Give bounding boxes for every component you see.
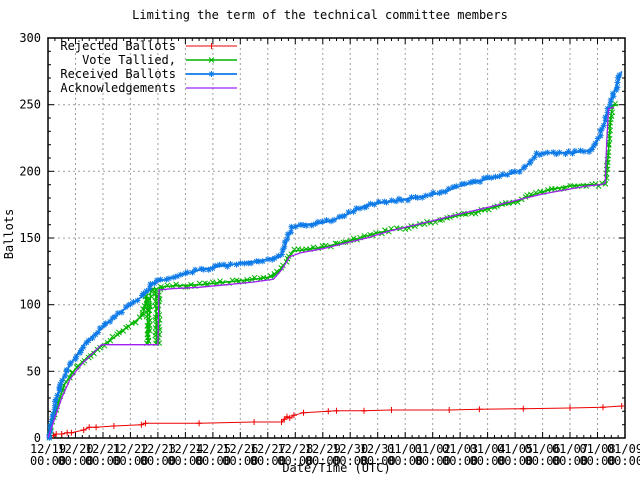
x-tick-label-date: 12/24 [167,442,203,456]
series-acknowledgements [47,106,615,439]
x-tick-label-date: 01/08 [579,442,615,456]
series-vote-tallied [46,100,619,441]
x-tick-label-time: 00:00 [470,454,506,468]
x-tick-label-date: 12/26 [222,442,258,456]
x-tick-label-time: 00:00 [112,454,148,468]
x-tick-label-date: 12/21 [85,442,121,456]
x-tick-label-date: 12/29 [305,442,341,456]
x-tick-label-time: 00:00 [552,454,588,468]
x-tick-label-time: 00:00 [442,454,478,468]
x-tick-label-time: 00:00 [167,454,203,468]
x-tick-label-time: 00:00 [57,454,93,468]
y-tick-label: 100 [19,298,41,312]
gridlines [48,38,625,438]
y-tick-label: 0 [34,431,41,445]
axis-ticks [47,37,626,439]
x-tick-label-date: 01/07 [552,442,588,456]
x-tick-label-time: 00:00 [360,454,396,468]
x-tick-label-date: 01/06 [525,442,561,456]
axis-tick-labels: 05010015020025030012/1900:0012/2000:0012… [19,31,640,468]
x-tick-label-time: 00:00 [415,454,451,468]
legend-entry-received-ballots: Received Ballots [60,67,237,81]
legend-entry-vote-tallied: Vote Tallied, [82,53,237,67]
y-tick-label: 250 [19,98,41,112]
x-tick-label-time: 00:00 [579,454,615,468]
x-tick-label-date: 01/02 [415,442,451,456]
x-tick-label-date: 12/27 [250,442,286,456]
cross-marker-icon [208,57,215,63]
x-axis-title: Date/Time (UTC) [282,461,391,475]
x-tick-label-time: 00:00 [140,454,176,468]
x-tick-label-date: 12/22 [112,442,148,456]
x-tick-label-date: 12/23 [140,442,176,456]
x-tick-label-time: 00:00 [332,454,368,468]
x-tick-label-time: 00:00 [30,454,66,468]
legend-label: Acknowledgements [60,81,176,95]
x-tick-label-time: 00:00 [250,454,286,468]
star-marker-icon [208,71,215,77]
legend-label: Vote Tallied, [82,53,176,67]
y-tick-label: 300 [19,31,41,45]
legend-entry-acknowledgements: Acknowledgements [60,81,237,95]
x-tick-label-time: 00:00 [607,454,640,468]
x-tick-label-date: 01/05 [497,442,533,456]
x-tick-label-time: 00:00 [387,454,423,468]
x-tick-label-time: 00:00 [85,454,121,468]
y-tick-label: 200 [19,164,41,178]
x-tick-label-date: 12/28 [277,442,313,456]
x-tick-label-time: 00:00 [497,454,533,468]
x-tick-label-date: 12/30 [332,442,368,456]
x-tick-label-date: 12/25 [195,442,231,456]
x-tick-label-time: 00:00 [277,454,313,468]
x-tick-label-time: 00:00 [525,454,561,468]
x-tick-label-date: 01/01 [387,442,423,456]
x-tick-label-date: 01/04 [470,442,506,456]
series-received-ballots [46,70,623,441]
chart-title: Limiting the term of the technical commi… [132,8,508,22]
plus-marker-icon [208,43,215,49]
x-tick-label-date: 01/03 [442,442,478,456]
y-tick-label: 150 [19,231,41,245]
legend-entry-rejected-ballots: Rejected Ballots [60,39,237,53]
legend-label: Rejected Ballots [60,39,176,53]
x-tick-label-time: 00:00 [222,454,258,468]
x-tick-label-time: 00:00 [305,454,341,468]
y-tick-label: 50 [27,364,41,378]
series-rejected-ballots [47,403,625,439]
x-tick-label-date: 12/19 [30,442,66,456]
x-tick-label-date: 01/09 [607,442,640,456]
x-tick-label-date: 12/31 [360,442,396,456]
x-tick-label-date: 12/20 [57,442,93,456]
x-tick-label-time: 00:00 [195,454,231,468]
legend-label: Received Ballots [60,67,176,81]
